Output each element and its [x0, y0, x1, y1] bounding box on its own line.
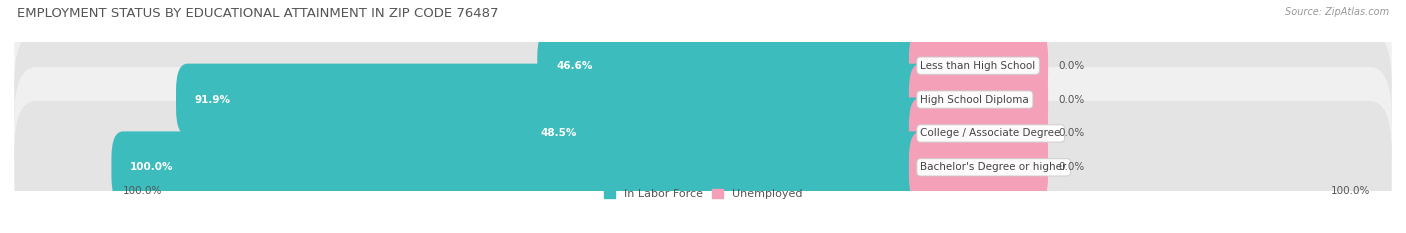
Text: 46.6%: 46.6% [557, 61, 592, 71]
Text: Less than High School: Less than High School [921, 61, 1036, 71]
FancyBboxPatch shape [14, 67, 1392, 200]
Text: EMPLOYMENT STATUS BY EDUCATIONAL ATTAINMENT IN ZIP CODE 76487: EMPLOYMENT STATUS BY EDUCATIONAL ATTAINM… [17, 7, 498, 20]
Text: 0.0%: 0.0% [1059, 162, 1084, 172]
FancyBboxPatch shape [537, 30, 932, 102]
Text: 48.5%: 48.5% [541, 128, 578, 138]
Text: 100.0%: 100.0% [131, 162, 174, 172]
Text: 91.9%: 91.9% [195, 95, 231, 105]
FancyBboxPatch shape [14, 33, 1392, 166]
Text: High School Diploma: High School Diploma [921, 95, 1029, 105]
FancyBboxPatch shape [908, 64, 1047, 135]
FancyBboxPatch shape [908, 30, 1047, 102]
Text: 100.0%: 100.0% [1330, 186, 1369, 196]
Text: 0.0%: 0.0% [1059, 61, 1084, 71]
FancyBboxPatch shape [908, 131, 1047, 203]
FancyBboxPatch shape [14, 0, 1392, 132]
FancyBboxPatch shape [522, 98, 932, 169]
Text: 0.0%: 0.0% [1059, 128, 1084, 138]
Text: 0.0%: 0.0% [1059, 95, 1084, 105]
FancyBboxPatch shape [908, 98, 1047, 169]
Text: Source: ZipAtlas.com: Source: ZipAtlas.com [1285, 7, 1389, 17]
FancyBboxPatch shape [176, 64, 932, 135]
Text: College / Associate Degree: College / Associate Degree [921, 128, 1062, 138]
Text: Bachelor's Degree or higher: Bachelor's Degree or higher [921, 162, 1067, 172]
FancyBboxPatch shape [111, 131, 932, 203]
FancyBboxPatch shape [14, 101, 1392, 233]
Legend: In Labor Force, Unemployed: In Labor Force, Unemployed [599, 184, 807, 203]
Text: 100.0%: 100.0% [124, 186, 163, 196]
